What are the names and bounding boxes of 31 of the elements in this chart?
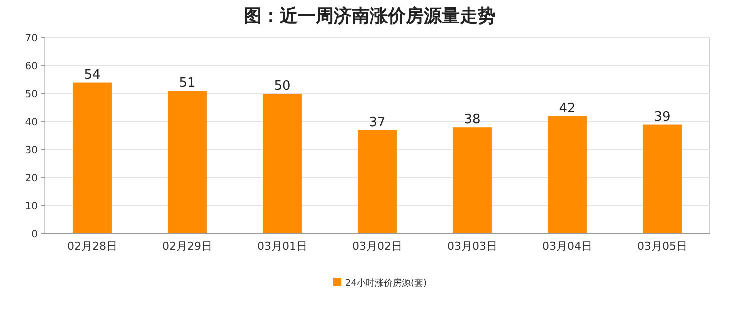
bar bbox=[548, 116, 587, 234]
bar bbox=[453, 128, 492, 234]
data-label: 51 bbox=[179, 76, 196, 92]
y-tick-label: 0 bbox=[32, 230, 38, 240]
y-tick-label: 10 bbox=[25, 202, 38, 212]
bar bbox=[73, 82, 112, 234]
x-tick-label: 03月01日 bbox=[258, 240, 308, 253]
y-tick-label: 60 bbox=[25, 62, 38, 72]
chart-title: 图：近一周济南涨价房源量走势 bbox=[244, 6, 496, 27]
bar bbox=[358, 130, 397, 234]
x-tick-label: 03月02日 bbox=[352, 240, 402, 253]
legend-label: 24小时涨价房源(套) bbox=[346, 278, 427, 289]
y-tick-label: 50 bbox=[25, 90, 38, 100]
data-label: 37 bbox=[369, 115, 386, 130]
data-label: 39 bbox=[654, 110, 671, 125]
data-label: 42 bbox=[559, 101, 576, 116]
data-label: 54 bbox=[84, 68, 101, 83]
bar bbox=[643, 124, 682, 234]
x-tick-label: 03月03日 bbox=[448, 240, 498, 253]
x-tick-label: 02月28日 bbox=[68, 240, 118, 253]
bar bbox=[168, 91, 207, 234]
x-tick-label: 02月29日 bbox=[162, 240, 212, 253]
data-label: 38 bbox=[464, 112, 481, 128]
x-tick-label: 03月04日 bbox=[542, 240, 592, 253]
y-tick-label: 40 bbox=[25, 118, 38, 128]
bar bbox=[263, 94, 302, 234]
x-tick-label: 03月05日 bbox=[638, 240, 688, 253]
y-tick-label: 30 bbox=[25, 146, 38, 156]
y-tick-label: 20 bbox=[25, 174, 38, 184]
y-tick-label: 70 bbox=[25, 34, 38, 44]
data-label: 50 bbox=[274, 79, 291, 94]
